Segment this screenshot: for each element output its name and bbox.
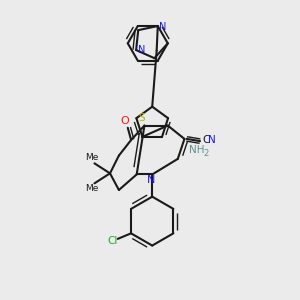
Text: NH: NH (189, 145, 204, 155)
Text: N: N (208, 135, 215, 145)
Text: S: S (139, 112, 145, 123)
Text: N: N (159, 22, 166, 32)
Text: C: C (202, 135, 210, 145)
Text: Me: Me (85, 153, 99, 162)
Text: Cl: Cl (107, 236, 117, 246)
Text: Me: Me (85, 184, 99, 194)
Text: N: N (147, 175, 155, 185)
Text: N: N (138, 44, 145, 55)
Text: O: O (120, 116, 129, 126)
Text: 2: 2 (203, 149, 208, 158)
